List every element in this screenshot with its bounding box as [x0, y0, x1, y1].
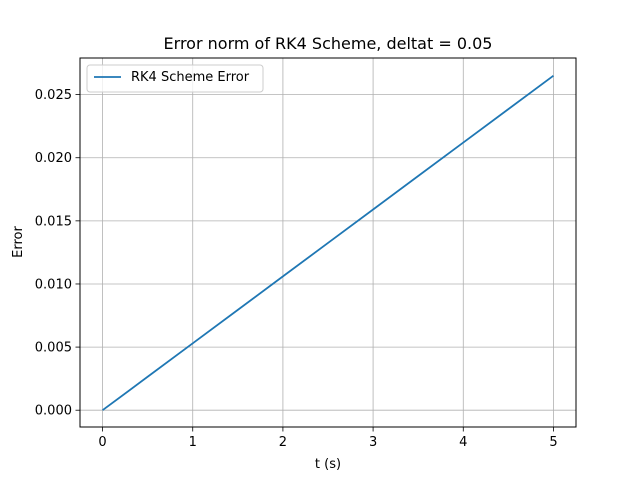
y-tick-label: 0.015: [35, 214, 72, 229]
x-tick-label: 5: [549, 435, 557, 450]
y-axis-label: Error: [11, 226, 26, 258]
x-tick-label: 2: [279, 435, 287, 450]
chart-title: Error norm of RK4 Scheme, deltat = 0.05: [164, 34, 493, 53]
y-tick-label: 0.025: [35, 88, 72, 103]
x-tick-label: 4: [459, 435, 467, 450]
x-tick-label: 3: [369, 435, 377, 450]
x-tick-label: 0: [98, 435, 106, 450]
y-axis-ticks: 0.000 0.005 0.010 0.015 0.020 0.025: [35, 88, 80, 419]
y-tick-label: 0.020: [35, 151, 72, 166]
series-layer: [102, 74, 554, 411]
legend: RK4 Scheme Error: [86, 64, 264, 93]
legend-box: [86, 64, 264, 93]
series-line-rk4-scheme-error: [102, 74, 554, 411]
y-tick-label: 0.010: [35, 277, 72, 292]
x-tick-label: 1: [189, 435, 197, 450]
y-tick-label: 0.005: [35, 341, 72, 356]
y-tick-label: 0.000: [35, 404, 72, 419]
plot-frame: [79, 57, 577, 428]
x-axis-label: t (s): [315, 457, 341, 472]
legend-entry-label: RK4 Scheme Error: [131, 70, 250, 85]
x-axis-ticks: 0 1 2 3 4 5: [98, 427, 558, 450]
grid: [80, 58, 576, 427]
